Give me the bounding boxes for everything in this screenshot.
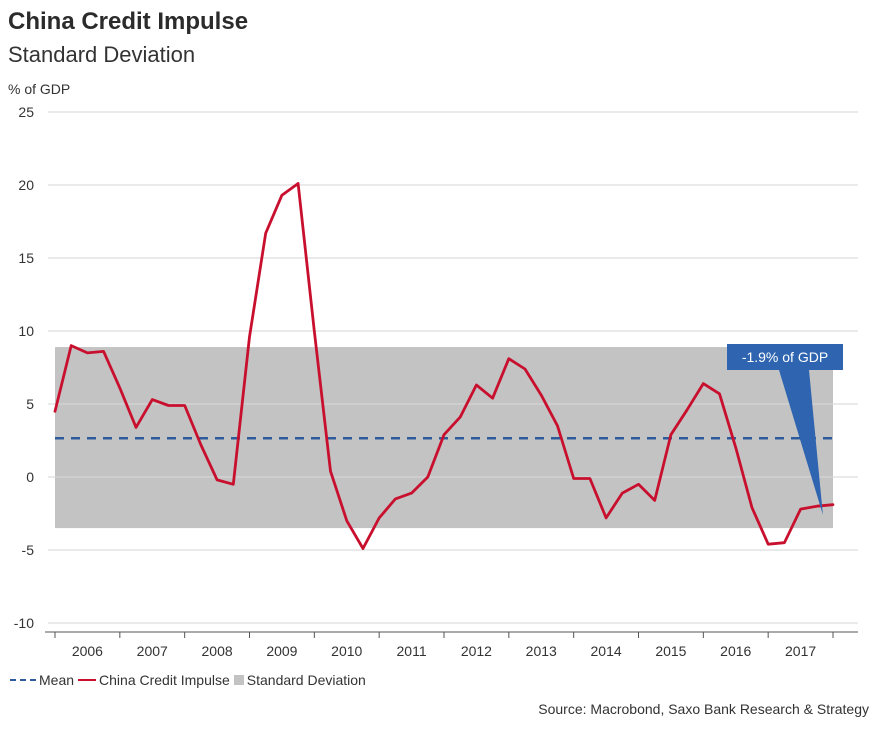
legend-item-impulse: China Credit Impulse bbox=[78, 672, 230, 688]
x-tick-label: 2006 bbox=[72, 643, 103, 659]
legend-item-band: Standard Deviation bbox=[233, 672, 366, 688]
x-tick-label: 2011 bbox=[397, 643, 427, 659]
series-line-china-credit-impulse bbox=[53, 182, 835, 550]
x-tick-label: 2009 bbox=[266, 643, 297, 659]
x-tick-label: 2016 bbox=[720, 643, 751, 659]
legend-label-band: Standard Deviation bbox=[246, 672, 366, 688]
legend-item-mean: Mean bbox=[10, 672, 74, 688]
x-tick-label: 2013 bbox=[526, 643, 557, 659]
y-tick-label: 5 bbox=[26, 396, 34, 412]
legend-swatch-impulse bbox=[78, 679, 97, 681]
y-tick-label: 0 bbox=[26, 469, 34, 485]
x-tick-label: 2014 bbox=[591, 643, 622, 659]
x-tick-label: 2010 bbox=[331, 643, 362, 659]
x-tick-label: 2017 bbox=[785, 643, 816, 659]
legend-label-impulse: China Credit Impulse bbox=[99, 672, 230, 688]
legend: Mean China Credit Impulse Standard Devia… bbox=[10, 672, 370, 688]
y-tick-label: 10 bbox=[18, 323, 34, 339]
legend-swatch-band bbox=[233, 675, 244, 685]
callout-box bbox=[727, 344, 843, 370]
chart-subtitle: Standard Deviation bbox=[8, 42, 196, 67]
x-tick-label: 2015 bbox=[655, 643, 686, 659]
callout-label: -1.9% of GDP bbox=[742, 349, 828, 365]
y-tick-label: 20 bbox=[18, 177, 34, 193]
chart-title: China Credit Impulse bbox=[8, 8, 249, 35]
y-tick-label: 15 bbox=[18, 250, 34, 266]
x-tick-label: 2007 bbox=[137, 643, 168, 659]
callout-pointer bbox=[779, 370, 823, 515]
y-tick-label: -5 bbox=[22, 542, 35, 558]
x-tick-label: 2008 bbox=[202, 643, 233, 659]
source-note: Source: Macrobond, Saxo Bank Research & … bbox=[538, 701, 869, 717]
y-axis-label: % of GDP bbox=[8, 81, 71, 97]
y-tick-label: 25 bbox=[18, 104, 34, 120]
legend-label-mean: Mean bbox=[39, 672, 75, 688]
legend-swatch-mean bbox=[10, 679, 36, 681]
y-tick-label: -10 bbox=[14, 615, 34, 631]
x-tick-label: 2012 bbox=[461, 643, 492, 659]
